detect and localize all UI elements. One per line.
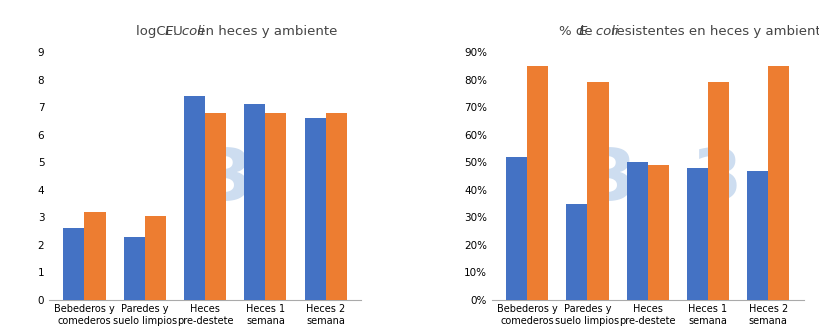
Text: % de: % de [558,25,595,38]
Bar [586,82,608,300]
Bar [244,104,265,300]
Text: 3: 3 [585,146,635,215]
Text: E. coli: E. coli [578,25,618,38]
Bar [325,113,346,300]
Bar [767,66,789,300]
Bar [686,168,707,300]
Text: resistentes en heces y ambiente: resistentes en heces y ambiente [606,25,819,38]
Bar [304,118,325,300]
Bar [746,170,767,300]
Bar [527,66,548,300]
Bar [707,82,728,300]
Bar [145,216,165,300]
Bar [505,157,527,300]
Bar [205,113,226,300]
Bar [124,237,145,300]
Bar [84,212,106,300]
Text: 3: 3 [690,146,740,215]
Text: en heces y ambiente: en heces y ambiente [192,25,337,38]
Bar [566,203,586,300]
Text: logCFU: logCFU [136,25,187,38]
Bar [626,162,647,300]
Bar [183,96,205,300]
Bar [265,113,286,300]
Bar [647,165,668,300]
Text: E. coli: E. coli [165,25,204,38]
Text: 3: 3 [201,146,251,215]
Bar [63,228,84,300]
